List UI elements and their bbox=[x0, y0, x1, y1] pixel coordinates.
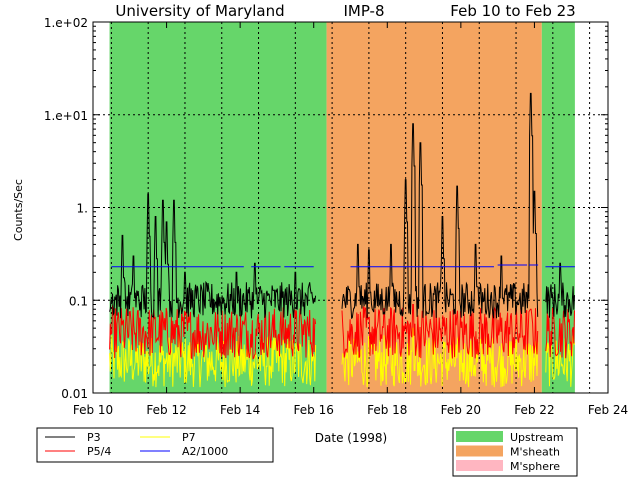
series-lines bbox=[109, 92, 575, 388]
x-tick-label-4: Feb 18 bbox=[367, 403, 407, 417]
region-legend-swatch-0 bbox=[456, 431, 503, 442]
x-tick-label-5: Feb 20 bbox=[441, 403, 481, 417]
y-tick-label-1: 1.e+01 bbox=[44, 109, 88, 123]
series-p7-line-1 bbox=[341, 327, 539, 388]
legend-label-3: A2/1000 bbox=[182, 445, 228, 458]
series-p54-line-1 bbox=[341, 304, 539, 359]
y-tick-label-4: 0.01 bbox=[61, 387, 88, 401]
region-legend-label-0: Upstream bbox=[510, 431, 564, 444]
series-p3-line-1 bbox=[341, 92, 539, 320]
series-p3-line-2 bbox=[545, 262, 575, 318]
series-p54-line-0 bbox=[109, 305, 317, 360]
series-p3-line-0 bbox=[109, 193, 317, 319]
x-tick-label-2: Feb 14 bbox=[220, 403, 260, 417]
series-legend: P3 P7 P5/4 A2/1000 bbox=[36, 427, 274, 463]
x-tick-label-7: Feb 24 bbox=[588, 403, 628, 417]
region-legend-swatch-2 bbox=[456, 460, 503, 471]
region-legend-swatch-1 bbox=[456, 445, 503, 457]
y-tick-label-0: 1.e+02 bbox=[44, 16, 88, 30]
region-legend-label-1: M'sheath bbox=[510, 446, 560, 459]
chart-title-spacecraft: IMP-8 bbox=[343, 2, 384, 20]
legend-label-2: P5/4 bbox=[87, 445, 111, 458]
legend-label-1: P7 bbox=[182, 431, 196, 444]
x-tick-label-1: Feb 12 bbox=[146, 403, 186, 417]
legend-label-0: P3 bbox=[87, 431, 101, 444]
grid-lines bbox=[93, 22, 608, 393]
y-tick-label-3: 0.1 bbox=[69, 294, 88, 308]
x-tick-label-0: Feb 10 bbox=[73, 403, 113, 417]
y-tick-label-2: 1. bbox=[77, 202, 88, 216]
series-p54-line-2 bbox=[545, 307, 575, 359]
region-legend-label-2: M'sphere bbox=[510, 460, 560, 473]
y-axis-label: Counts/Sec bbox=[12, 179, 25, 241]
chart-title-institution: University of Maryland bbox=[115, 2, 284, 20]
chart-title-dates: Feb 10 to Feb 23 bbox=[450, 2, 575, 20]
x-tick-label-3: Feb 16 bbox=[294, 403, 334, 417]
axis-ticks: Feb 10 Feb 12 Feb 14 Feb 16 Feb 18 Feb 20 Feb … bbox=[44, 16, 628, 417]
x-tick-label-6: Feb 22 bbox=[514, 403, 554, 417]
series-p7-line-0 bbox=[109, 335, 317, 388]
x-axis-label: Date (1998) bbox=[315, 431, 387, 445]
